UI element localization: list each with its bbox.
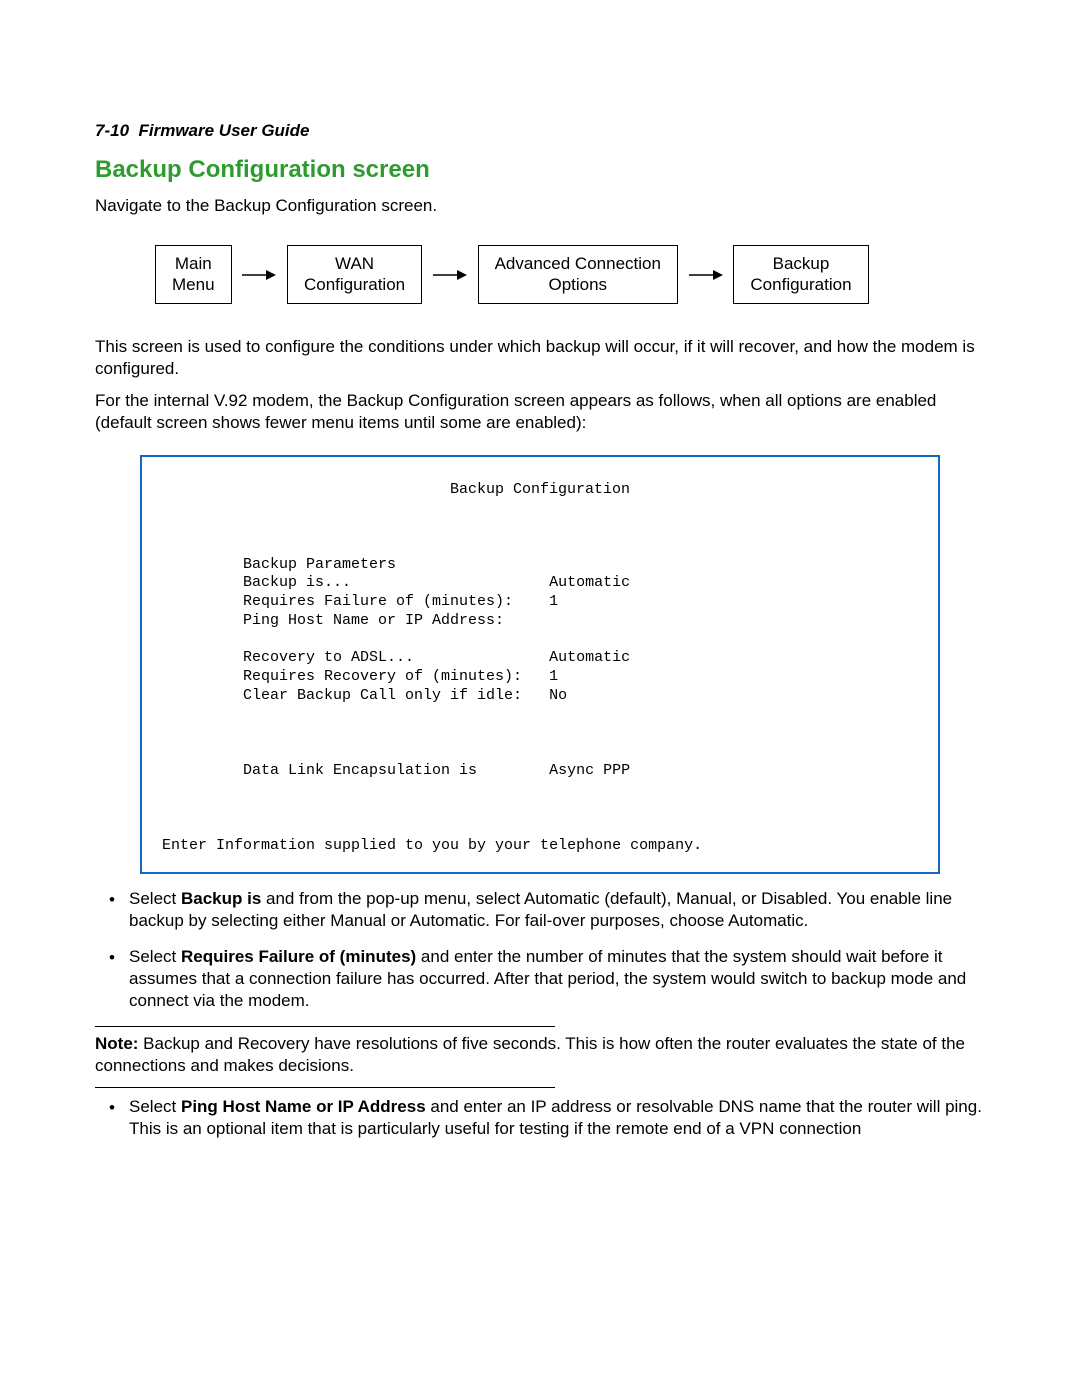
note-label: Note: bbox=[95, 1034, 138, 1053]
arrow-icon bbox=[433, 268, 467, 282]
bullet-icon: • bbox=[95, 946, 129, 1012]
bold-text: Backup is bbox=[181, 889, 261, 908]
section-title: Backup Configuration screen bbox=[95, 154, 985, 185]
paragraph: This screen is used to configure the con… bbox=[95, 336, 985, 380]
text: Select bbox=[129, 889, 181, 908]
breadcrumb-label: Options bbox=[548, 275, 607, 294]
breadcrumb-label: Main bbox=[175, 254, 212, 273]
breadcrumb-label: Advanced Connection bbox=[495, 254, 661, 273]
terminal-label: Requires Recovery of (minutes): bbox=[243, 668, 522, 685]
terminal-label: Ping Host Name or IP Address: bbox=[243, 612, 504, 629]
list-item: • Select Requires Failure of (minutes) a… bbox=[95, 946, 985, 1012]
divider bbox=[95, 1087, 555, 1088]
breadcrumb-label: Configuration bbox=[750, 275, 851, 294]
bold-text: Requires Failure of (minutes) bbox=[181, 947, 416, 966]
terminal-line: Backup Parameters bbox=[243, 556, 396, 573]
text: Select bbox=[129, 947, 181, 966]
bullet-icon: • bbox=[95, 1096, 129, 1140]
breadcrumb-box-advanced: Advanced Connection Options bbox=[478, 245, 678, 304]
breadcrumb-box-backup: Backup Configuration bbox=[733, 245, 868, 304]
list-item: • Select Backup is and from the pop-up m… bbox=[95, 888, 985, 932]
terminal-value: Automatic bbox=[549, 649, 630, 666]
intro-paragraph: Navigate to the Backup Configuration scr… bbox=[95, 195, 985, 217]
list-item: • Select Ping Host Name or IP Address an… bbox=[95, 1096, 985, 1140]
terminal-value: Async PPP bbox=[549, 762, 630, 779]
breadcrumb-label: WAN bbox=[335, 254, 374, 273]
terminal-body: Backup Parameters Backup is... Automatic… bbox=[162, 518, 918, 837]
page-header: 7-10 Firmware User Guide bbox=[95, 120, 985, 142]
page-ref: 7-10 bbox=[95, 121, 129, 140]
terminal-label: Backup is... bbox=[243, 574, 351, 591]
breadcrumb-label: Configuration bbox=[304, 275, 405, 294]
bold-text: Ping Host Name or IP Address bbox=[181, 1097, 426, 1116]
terminal-label: Data Link Encapsulation is bbox=[243, 762, 477, 779]
document-page: 7-10 Firmware User Guide Backup Configur… bbox=[0, 0, 1080, 1214]
terminal-value: 1 bbox=[549, 668, 558, 685]
breadcrumb-label: Menu bbox=[172, 275, 215, 294]
paragraph: For the internal V.92 modem, the Backup … bbox=[95, 390, 985, 434]
bullet-list: • Select Backup is and from the pop-up m… bbox=[95, 888, 985, 1012]
bullet-icon: • bbox=[95, 888, 129, 932]
terminal-label: Clear Backup Call only if idle: bbox=[243, 687, 522, 704]
terminal-footer: Enter Information supplied to you by you… bbox=[162, 837, 918, 856]
doc-title: Firmware User Guide bbox=[138, 121, 309, 140]
terminal-value: Automatic bbox=[549, 574, 630, 591]
arrow-icon bbox=[242, 268, 276, 282]
terminal-value: 1 bbox=[549, 593, 558, 610]
note-text: Backup and Recovery have resolutions of … bbox=[95, 1034, 965, 1075]
text: Select bbox=[129, 1097, 181, 1116]
terminal-title: Backup Configuration bbox=[162, 481, 918, 500]
bullet-text: Select Requires Failure of (minutes) and… bbox=[129, 946, 985, 1012]
breadcrumb-box-wan-config: WAN Configuration bbox=[287, 245, 422, 304]
breadcrumb-box-main-menu: Main Menu bbox=[155, 245, 232, 304]
terminal-label: Recovery to ADSL... bbox=[243, 649, 414, 666]
bullet-list: • Select Ping Host Name or IP Address an… bbox=[95, 1096, 985, 1140]
arrow-icon bbox=[689, 268, 723, 282]
bullet-text: Select Backup is and from the pop-up men… bbox=[129, 888, 985, 932]
terminal-value: No bbox=[549, 687, 567, 704]
note-block: Note: Backup and Recovery have resolutio… bbox=[95, 1033, 985, 1077]
breadcrumb-label: Backup bbox=[773, 254, 830, 273]
divider bbox=[95, 1026, 555, 1027]
bullet-text: Select Ping Host Name or IP Address and … bbox=[129, 1096, 985, 1140]
terminal-screenshot: Backup Configuration Backup Parameters B… bbox=[140, 455, 940, 874]
terminal-label: Requires Failure of (minutes): bbox=[243, 593, 513, 610]
breadcrumb-diagram: Main Menu WAN Configuration Advanced Con… bbox=[155, 245, 985, 304]
